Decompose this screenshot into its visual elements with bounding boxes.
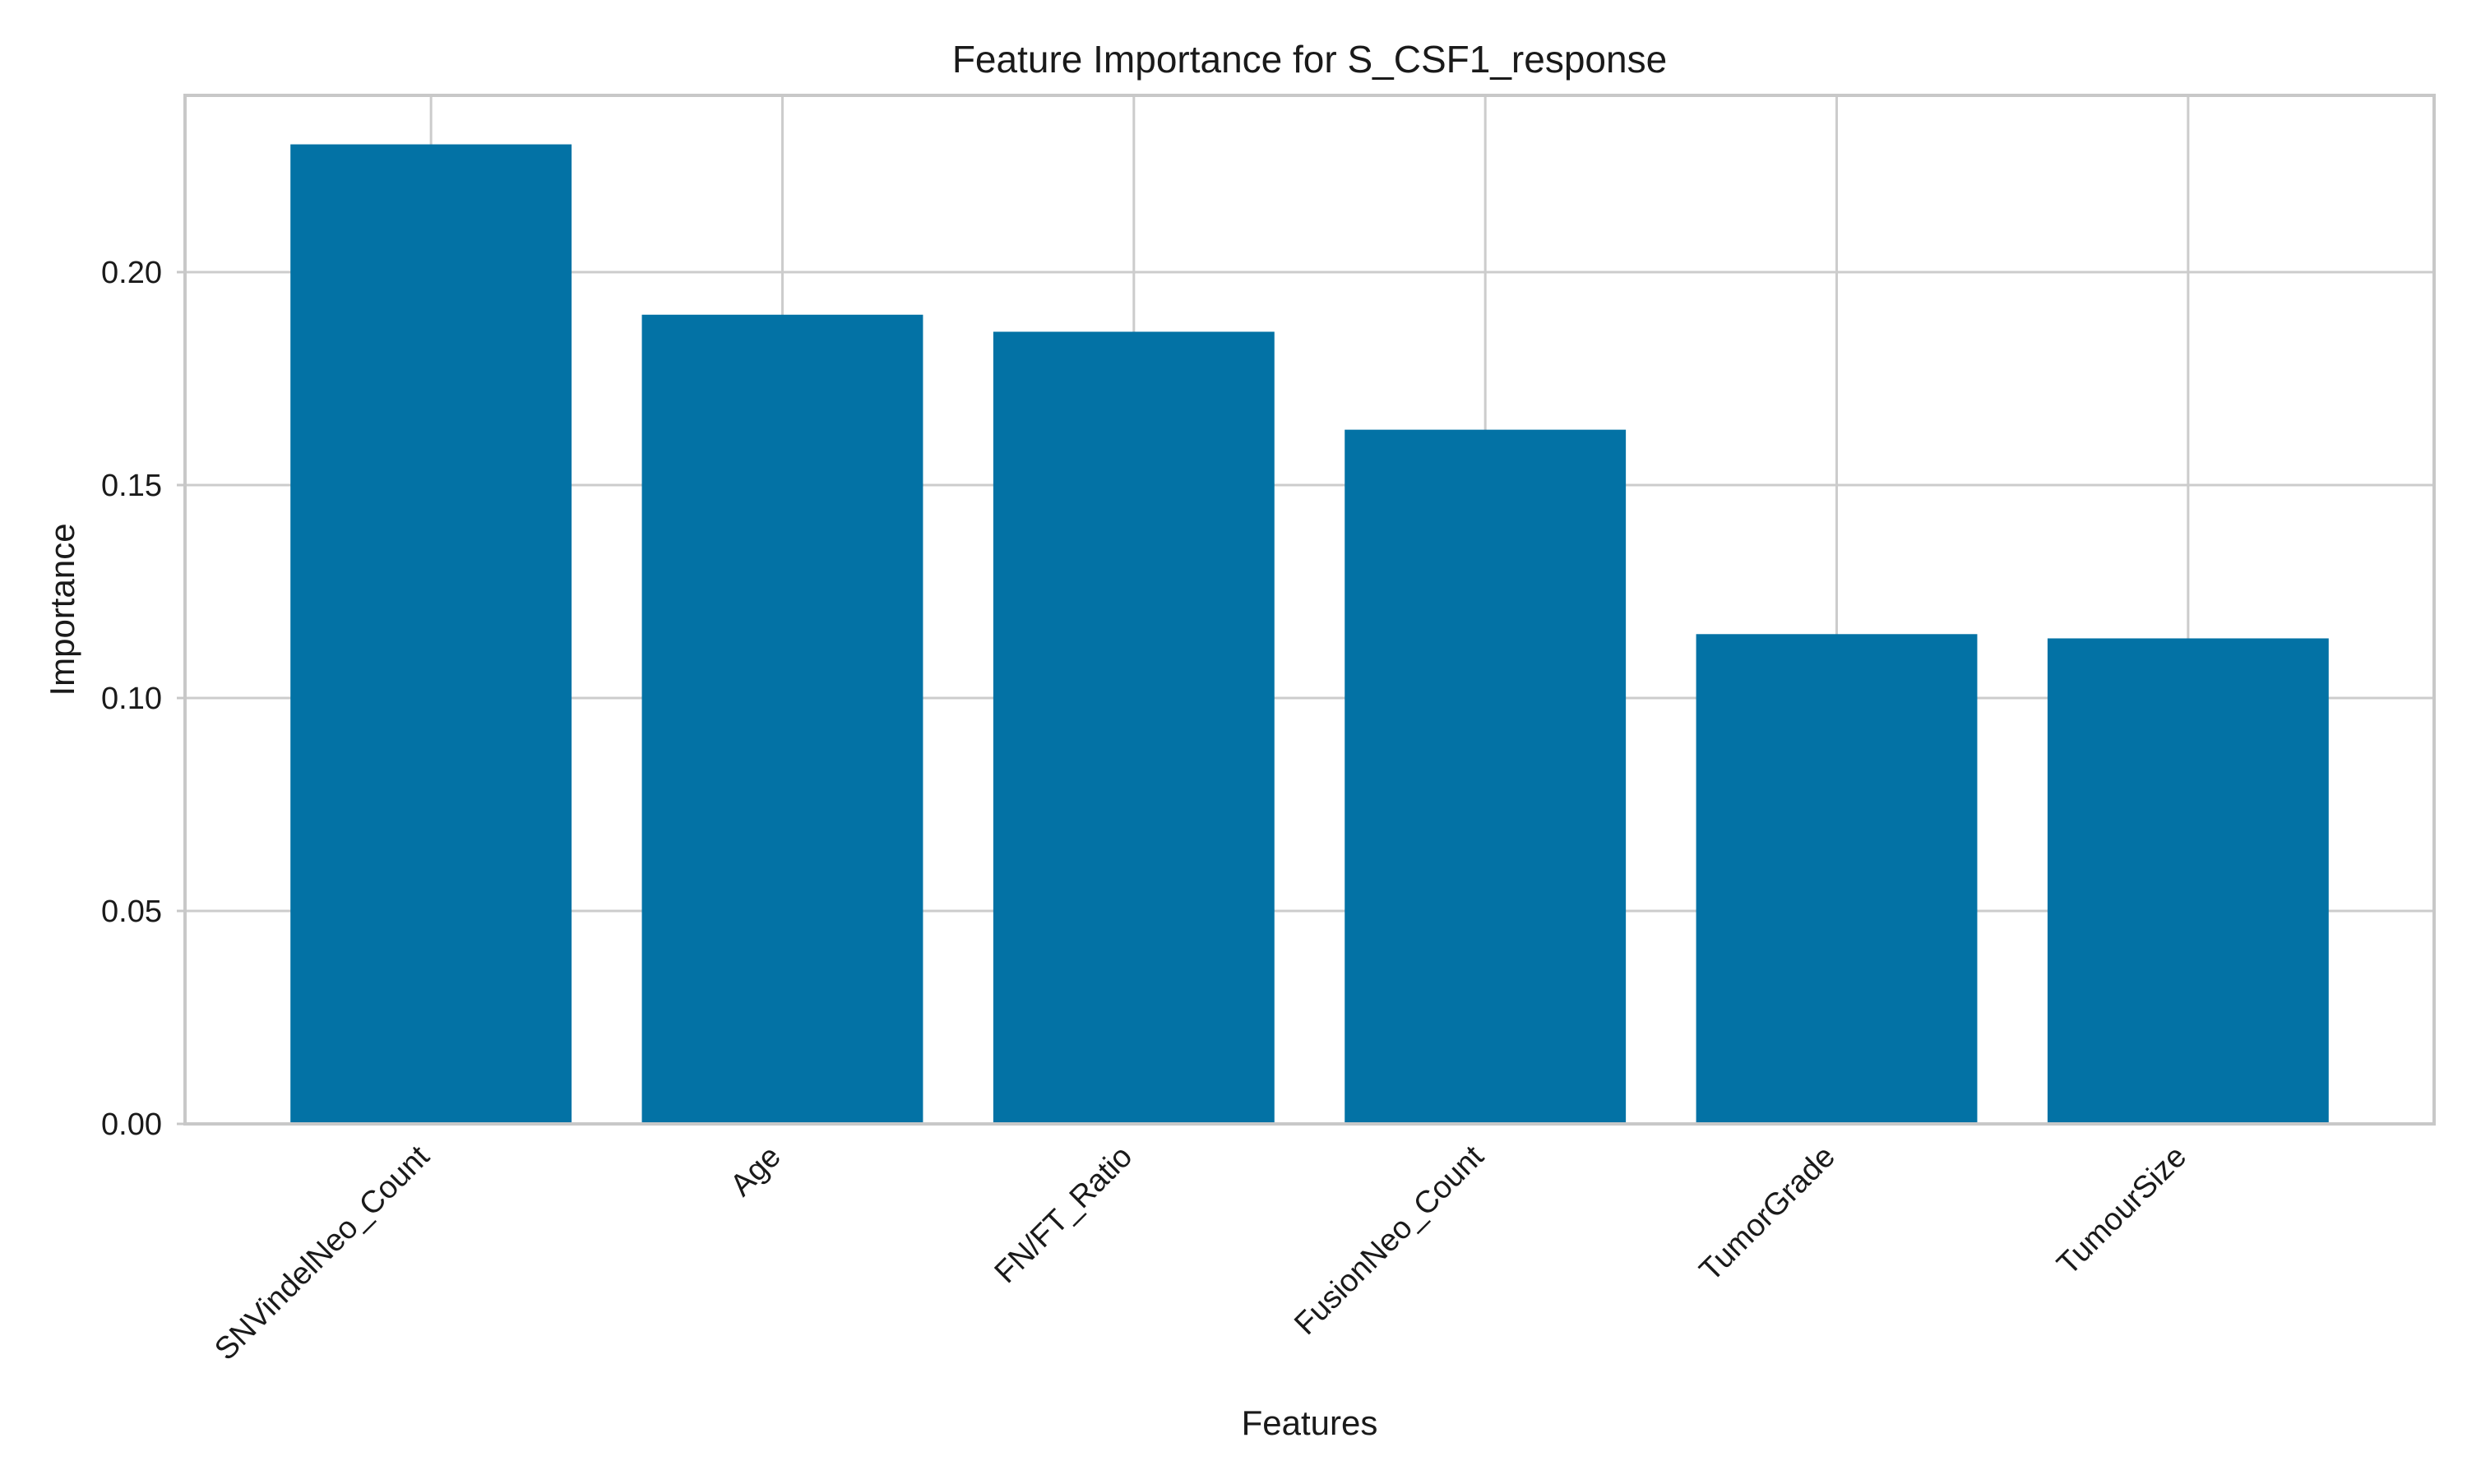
bar-fusionneo-count (1345, 429, 1627, 1124)
x-tick-label: TumourSize (2051, 1140, 2194, 1283)
x-tick-label: TumorGrade (1693, 1140, 1842, 1288)
y-tick-label: 0.00 (101, 1107, 162, 1142)
bar-snvindelneo-count (290, 144, 572, 1125)
plot-frame (183, 94, 2436, 1126)
bar-tumorgrade (1696, 634, 1978, 1124)
bar-fn-ft-ratio (993, 331, 1275, 1124)
y-axis-ticks: 0.00 0.05 0.10 0.15 0.20 (101, 256, 185, 1142)
x-tick-label: Age (724, 1140, 788, 1204)
y-axis-label: Importance (43, 523, 81, 696)
x-axis-ticks: SNVindelNeo_Count Age FN/FT_Ratio FusionNeo… (208, 1139, 2193, 1366)
y-tick-label: 0.20 (101, 256, 162, 290)
y-tick-label: 0.05 (101, 895, 162, 929)
bar-age (641, 314, 923, 1125)
x-tick-label: FusionNeo_Count (1288, 1139, 1491, 1342)
x-axis-label: Features (1242, 1403, 1378, 1442)
bars-layer (290, 144, 2329, 1125)
chart-title: Feature Importance for S_CSF1_response (952, 38, 1667, 81)
x-tick-label: FN/FT_Ratio (988, 1140, 1139, 1290)
y-tick-label: 0.10 (101, 682, 162, 716)
x-tick-label: SNVindelNeo_Count (208, 1139, 436, 1366)
bar-tumoursize (2047, 638, 2329, 1124)
y-tick-label: 0.15 (101, 469, 162, 503)
